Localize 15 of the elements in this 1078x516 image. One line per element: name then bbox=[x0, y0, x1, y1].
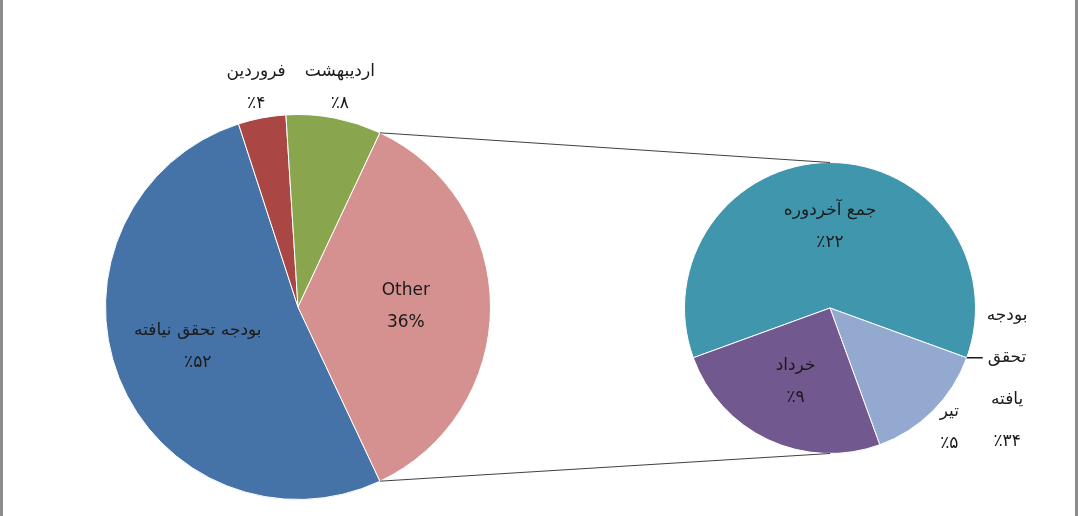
slice-label: تیر bbox=[938, 399, 960, 420]
data-label: ٪۸ bbox=[330, 92, 349, 113]
slice-label: بودجه تحقق نیافته bbox=[134, 319, 262, 340]
data-label: ٪۵ bbox=[940, 431, 959, 452]
data-label: ٪۴ bbox=[247, 92, 266, 113]
slice-label: خرداد bbox=[775, 354, 816, 375]
data-label: ٪۵۲ bbox=[184, 351, 212, 372]
data-label: ٪۹ bbox=[786, 386, 805, 407]
slice-label: Other bbox=[381, 279, 430, 300]
data-label: 36% bbox=[386, 311, 425, 332]
text: بودجه تحقق یافته ٪۳۴ bbox=[986, 304, 1028, 451]
slice-label: جمع آخردوره bbox=[783, 197, 877, 220]
slice-label: اردیبهشت bbox=[304, 60, 375, 82]
slice-label: فروردین bbox=[226, 60, 286, 81]
data-label: ٪۲۲ bbox=[816, 230, 844, 251]
